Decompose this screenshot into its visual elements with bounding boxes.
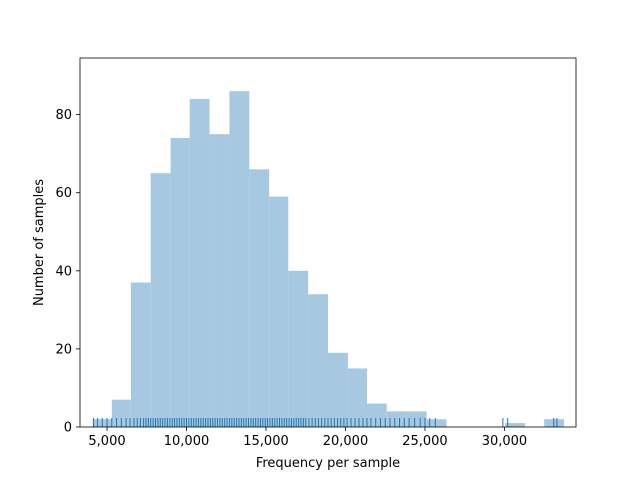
x-axis-label: Frequency per sample bbox=[256, 456, 400, 471]
histogram-bar bbox=[249, 169, 270, 428]
histogram-bar bbox=[426, 419, 447, 427]
rug-layer bbox=[93, 418, 558, 427]
histogram-bar bbox=[366, 403, 387, 427]
x-tick-label: 15,000 bbox=[243, 434, 289, 449]
y-tick-label: 20 bbox=[55, 342, 72, 357]
histogram-bar bbox=[308, 294, 328, 427]
histogram-bar bbox=[130, 282, 151, 427]
x-tick-label: 10,000 bbox=[164, 434, 210, 449]
histogram-bar bbox=[209, 134, 230, 427]
y-axis: 0 20 40 60 80 bbox=[55, 108, 80, 436]
x-tick-label: 20,000 bbox=[323, 434, 369, 449]
y-tick-label: 0 bbox=[64, 421, 72, 436]
plot-frame bbox=[79, 57, 577, 428]
histogram-bar bbox=[406, 411, 427, 427]
y-tick-label: 40 bbox=[55, 264, 72, 279]
histogram-bar bbox=[328, 352, 348, 427]
histogram-bar bbox=[150, 173, 171, 427]
histogram-bar bbox=[269, 196, 289, 427]
y-axis-label: Number of samples bbox=[32, 179, 47, 306]
histogram-bar bbox=[386, 411, 407, 427]
x-tick-label: 5,000 bbox=[88, 434, 125, 449]
x-axis: 5,000 10,000 15,000 20,000 25,000 30,000 bbox=[88, 427, 527, 449]
histogram-bar bbox=[229, 91, 250, 427]
histogram-bar bbox=[505, 423, 526, 427]
bars-layer bbox=[92, 91, 565, 428]
histogram-bar bbox=[347, 368, 367, 427]
x-tick-label: 30,000 bbox=[482, 434, 528, 449]
histogram-bar bbox=[189, 99, 210, 427]
histogram-bar bbox=[170, 138, 190, 428]
x-tick-label: 25,000 bbox=[402, 434, 448, 449]
y-tick-label: 60 bbox=[55, 186, 72, 201]
y-tick-label: 80 bbox=[55, 108, 72, 123]
histogram-bar bbox=[288, 270, 309, 427]
